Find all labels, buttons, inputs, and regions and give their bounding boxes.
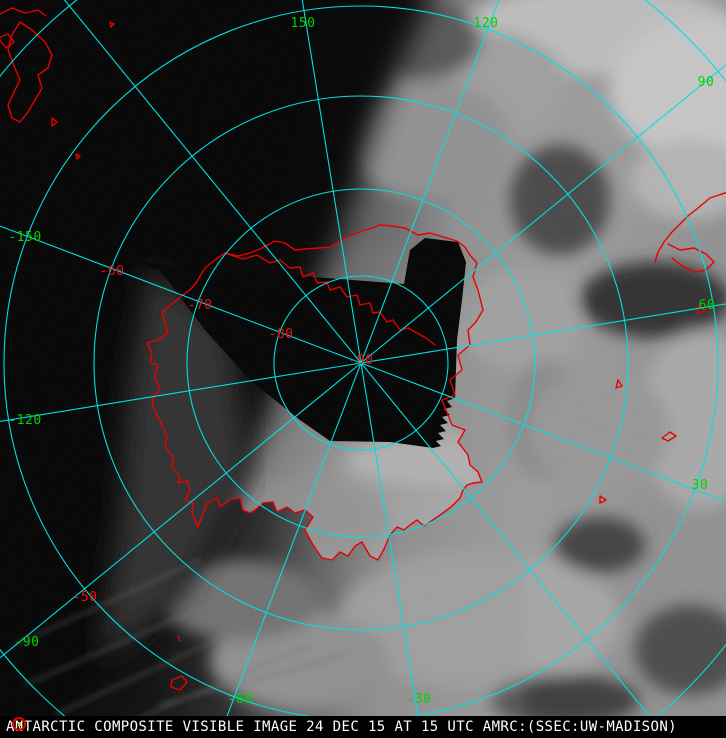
lat-label-60S: -60 — [100, 264, 125, 279]
lat-label-80S: -80 — [269, 327, 294, 342]
meridian-30E — [360, 362, 726, 503]
lon-label-90: 90 — [698, 75, 715, 90]
lat-label-50S: -50 — [73, 590, 98, 605]
meridian-150E — [301, 0, 362, 364]
latitude-circle-70S — [186, 188, 536, 538]
lon-label-120W: -120 — [8, 413, 41, 428]
station-marker-dot — [18, 722, 21, 726]
red-dot-2 — [75, 153, 81, 160]
meridian-150W — [0, 225, 362, 364]
lon-label-30W: -30 — [407, 692, 432, 707]
lon-label-30: 30 — [692, 478, 709, 493]
lon-label-120: 120 — [474, 16, 499, 31]
caption-text: ANTARCTIC COMPOSITE VISIBLE IMAGE 24 DEC… — [6, 719, 677, 735]
caption-bar: ANTARCTIC COMPOSITE VISIBLE IMAGE 24 DEC… — [0, 716, 726, 738]
meridian-90W — [0, 362, 362, 659]
new-zealand-coastline — [0, 7, 58, 127]
lat-label-90S-pole: -90 — [349, 353, 374, 368]
lon-label-60: 60 — [699, 298, 716, 313]
meridian-120E — [360, 0, 500, 364]
lat-label-70S: -70 — [188, 298, 213, 313]
latitude-circle-60S — [93, 95, 629, 631]
latitude-circle-50S — [3, 5, 719, 716]
latitude-labels: -50 -60 -70 -80 -90 — [73, 264, 374, 605]
lon-label-150W: -150 — [8, 230, 41, 245]
antarctica-coastline — [146, 224, 484, 561]
latitude-circle-80S — [273, 275, 449, 451]
longitude-labels: 150 120 90 60 30 -150 -120 -90 -60 -30 — [8, 16, 716, 707]
meridian-60E — [360, 303, 726, 364]
station-marker — [12, 717, 26, 731]
peter-island-mark — [170, 635, 188, 691]
lon-label-90W: -90 — [15, 635, 40, 650]
small-island-mark-2 — [599, 495, 607, 504]
ross-shelf-front-line — [224, 252, 436, 346]
lon-label-150: 150 — [291, 16, 316, 31]
meridian-90E — [360, 64, 726, 364]
station-marker-ring — [12, 717, 26, 731]
meridian-30W — [360, 362, 419, 716]
meridian-120W — [0, 362, 362, 422]
meridian-0 — [360, 362, 650, 716]
heard-island-mark — [661, 431, 677, 442]
meridian-180 — [63, 0, 362, 364]
meridian-60W — [226, 362, 362, 716]
lon-label-60W: -60 — [228, 692, 253, 707]
small-island-mark-1 — [615, 379, 623, 389]
red-dot-1 — [109, 21, 115, 28]
